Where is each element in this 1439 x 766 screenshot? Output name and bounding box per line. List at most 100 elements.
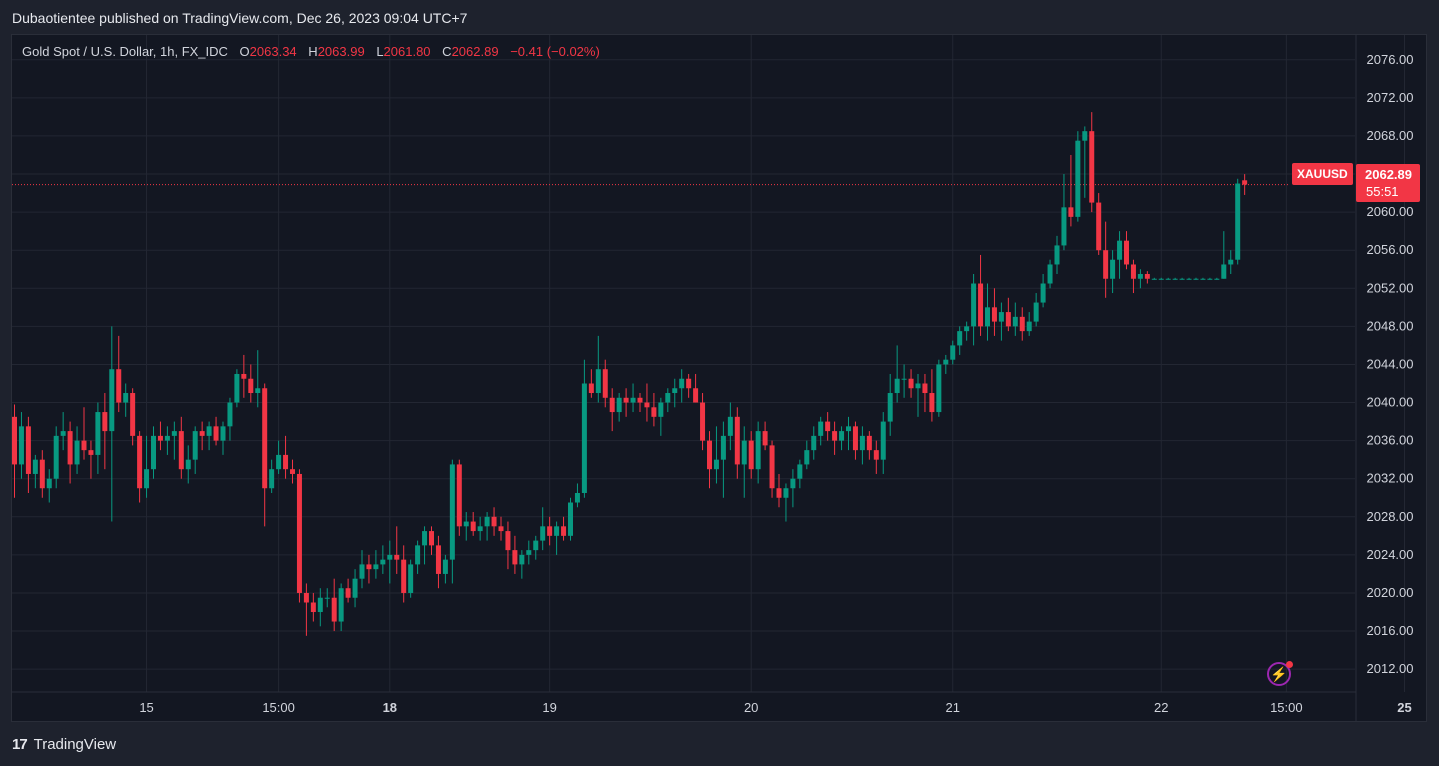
price-tick-label: 2028.00 bbox=[1367, 509, 1414, 524]
candle bbox=[81, 407, 87, 460]
candle bbox=[206, 421, 212, 451]
candle-body bbox=[1130, 264, 1136, 279]
candle bbox=[616, 393, 622, 422]
candle bbox=[130, 388, 136, 446]
candle bbox=[248, 364, 254, 403]
time-tick-label: 20 bbox=[744, 700, 758, 715]
candle-body bbox=[1040, 283, 1046, 303]
candle bbox=[561, 516, 567, 541]
candle bbox=[1179, 277, 1185, 280]
candle bbox=[755, 421, 761, 484]
candle-body bbox=[32, 459, 38, 474]
tradingview-logo-icon: 17 bbox=[12, 736, 28, 753]
candle bbox=[39, 450, 45, 498]
candle bbox=[727, 402, 733, 451]
candle-body bbox=[1096, 202, 1102, 251]
candle bbox=[1075, 131, 1081, 222]
candle-body bbox=[109, 369, 115, 432]
price-tick-label: 2060.00 bbox=[1367, 204, 1414, 219]
candle-body bbox=[957, 331, 963, 346]
candle-body bbox=[950, 345, 956, 360]
lightning-icon[interactable]: ⚡ bbox=[1267, 661, 1293, 686]
candle-body bbox=[234, 373, 240, 403]
candle bbox=[324, 588, 330, 608]
candle bbox=[623, 388, 629, 417]
candle bbox=[456, 459, 462, 536]
candle-body bbox=[887, 393, 893, 422]
candle-body bbox=[310, 602, 316, 613]
candle bbox=[630, 383, 636, 413]
candle-body bbox=[707, 440, 712, 470]
candle-body bbox=[658, 402, 664, 417]
candle-body bbox=[964, 326, 970, 332]
time-tick-label: 15 bbox=[139, 700, 153, 715]
candle-body bbox=[123, 393, 129, 403]
price-tick-label: 2036.00 bbox=[1367, 433, 1414, 448]
candle-body bbox=[276, 454, 282, 470]
candle bbox=[950, 340, 956, 365]
candle-body bbox=[1103, 250, 1109, 279]
candle-body bbox=[185, 459, 191, 470]
candle bbox=[477, 516, 483, 541]
candle-body bbox=[1075, 140, 1081, 217]
legend-close-label: C bbox=[442, 44, 452, 59]
candle bbox=[359, 550, 365, 589]
footer-branding[interactable]: 17 TradingView bbox=[12, 736, 116, 756]
candle bbox=[171, 421, 177, 460]
candle-body bbox=[616, 397, 622, 413]
price-tick-label: 2056.00 bbox=[1367, 242, 1414, 257]
candle-body bbox=[978, 283, 984, 327]
candle bbox=[693, 373, 699, 403]
candle-body bbox=[255, 388, 261, 394]
candle bbox=[192, 426, 198, 474]
candle-body bbox=[338, 588, 344, 622]
candle bbox=[658, 397, 664, 436]
candle-body bbox=[825, 421, 831, 432]
candle-body bbox=[866, 435, 872, 451]
candle-body bbox=[1068, 207, 1074, 217]
candle bbox=[449, 459, 455, 584]
candle-body bbox=[241, 373, 247, 379]
candle bbox=[713, 426, 719, 484]
candle-body bbox=[526, 550, 532, 555]
candle-body bbox=[1214, 278, 1220, 280]
candle-body bbox=[12, 416, 17, 465]
candle-body bbox=[95, 412, 101, 455]
candle bbox=[67, 421, 73, 484]
candle bbox=[213, 416, 219, 446]
candle-body bbox=[727, 416, 733, 436]
candle bbox=[1082, 126, 1088, 198]
candle-body bbox=[1047, 264, 1053, 284]
candle-body bbox=[213, 426, 219, 441]
candle bbox=[498, 516, 504, 541]
chart-frame[interactable] bbox=[11, 34, 1427, 722]
candle bbox=[345, 578, 351, 603]
brand-name: TradingView bbox=[33, 736, 117, 753]
candle bbox=[748, 431, 754, 479]
candle bbox=[581, 359, 587, 498]
candle bbox=[1033, 293, 1039, 327]
candle-body bbox=[713, 459, 719, 470]
candle bbox=[1068, 154, 1074, 227]
candle bbox=[262, 383, 268, 527]
candle bbox=[519, 550, 525, 579]
candle bbox=[568, 497, 573, 541]
candle-body bbox=[283, 454, 289, 470]
candle bbox=[769, 440, 775, 498]
candle bbox=[283, 435, 289, 479]
candle bbox=[408, 559, 414, 598]
candle-body bbox=[1144, 273, 1150, 279]
candle-body bbox=[60, 431, 66, 436]
candle-body bbox=[991, 307, 997, 322]
candle-body bbox=[1172, 278, 1178, 280]
price-tick-label: 2020.00 bbox=[1367, 585, 1414, 600]
candle bbox=[1165, 277, 1171, 280]
candle bbox=[783, 483, 789, 522]
candle bbox=[46, 469, 52, 503]
candle bbox=[651, 393, 657, 427]
candle bbox=[1235, 178, 1241, 265]
last-price-box: 2062.89 55:51 bbox=[1356, 164, 1420, 202]
candle bbox=[401, 545, 407, 603]
